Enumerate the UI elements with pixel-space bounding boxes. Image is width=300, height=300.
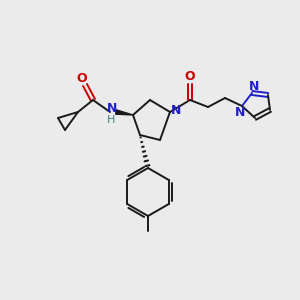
- Text: O: O: [77, 71, 87, 85]
- Text: N: N: [107, 103, 117, 116]
- Text: N: N: [171, 103, 181, 116]
- Text: H: H: [107, 115, 115, 125]
- Text: O: O: [185, 70, 195, 83]
- Text: N: N: [249, 80, 259, 92]
- Text: N: N: [235, 106, 245, 119]
- Polygon shape: [116, 110, 133, 115]
